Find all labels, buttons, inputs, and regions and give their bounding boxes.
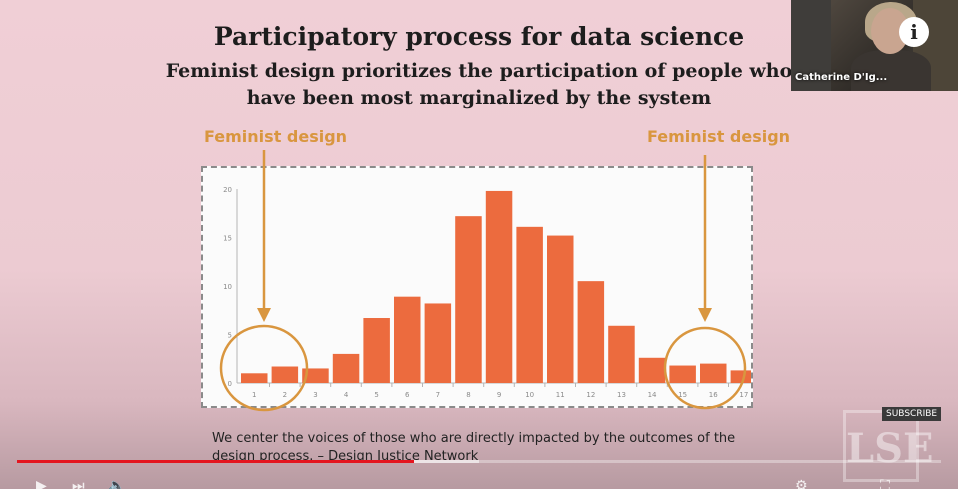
webcam-background [791,0,831,91]
histogram-bar [424,303,452,383]
presenter-body [851,50,931,91]
progress-bar[interactable] [17,460,941,463]
info-icon[interactable]: i [899,17,929,47]
y-tick-label: 5 [228,332,232,340]
y-tick-label: 10 [223,283,232,291]
histogram-bar [730,370,751,383]
histogram-bar [608,325,635,383]
histogram-bar [332,353,360,383]
histogram-bar [516,226,543,383]
x-tick-label: 3 [313,391,317,399]
x-tick-label: 10 [525,391,534,399]
x-tick-label: 12 [586,391,595,399]
y-tick-label: 0 [228,380,232,388]
histogram-bar [394,296,421,383]
y-tick-label: 20 [223,186,232,194]
histogram-bar [302,368,329,383]
next-icon[interactable]: ⏭ [72,478,85,489]
histogram-bar [669,365,696,383]
x-tick-label: 8 [466,391,470,399]
histogram-bar [547,235,574,383]
presenter-name: Catherine D'Ig... [795,72,888,83]
histogram-bar [700,363,727,383]
caption-line2: design process. – Design Justice Network [212,449,479,464]
chart-container: 0 5 10 15 20 1 2 3 4 5 6 7 8 9 10 11 12 13 14 15 16 17 [201,166,753,408]
play-icon[interactable]: ▶ [36,478,47,489]
x-tick-label: 7 [436,391,440,399]
x-tick-label: 2 [283,391,287,399]
x-tick-label: 4 [344,391,349,399]
caption-line1: We center the voices of those who are di… [212,431,736,446]
y-tick-label: 15 [223,235,232,243]
progress-played [17,460,415,463]
x-tick-label: 1 [252,391,256,399]
x-tick-label: 6 [405,391,410,399]
histogram-bar [638,357,666,383]
slide-subtitle-line1: Feminist design prioritizes the particip… [165,60,793,82]
subscribe-button[interactable]: SUBSCRIBE [882,407,942,421]
histogram-bar [577,281,605,383]
x-tick-label: 15 [678,391,687,399]
settings-icon[interactable]: ⚙ [795,478,808,489]
annotation-left: Feminist design [204,127,348,146]
annotation-right: Feminist design [647,127,791,146]
histogram-bar [241,373,268,383]
x-tick-label: 13 [617,391,626,399]
x-tick-label: 16 [709,391,718,399]
channel-watermark[interactable]: LSE [843,410,934,482]
fullscreen-icon[interactable]: ⛶ [880,478,890,489]
histogram-bar [363,318,390,383]
x-tick-label: 17 [739,391,748,399]
x-tick-label: 9 [497,391,501,399]
presenter-webcam: Catherine D'Ig... [791,0,958,91]
x-tick-label: 5 [374,391,378,399]
histogram-bar [455,216,482,383]
histogram-bar [271,366,299,383]
volume-icon[interactable]: 🔈 [108,478,126,489]
histogram-bar [485,190,513,383]
x-tick-label: 11 [556,391,565,399]
slide-subtitle-line2: have been most marginalized by the syste… [246,87,712,109]
x-tick-label: 14 [648,391,657,399]
slide-title: Participatory process for data science [213,22,745,51]
